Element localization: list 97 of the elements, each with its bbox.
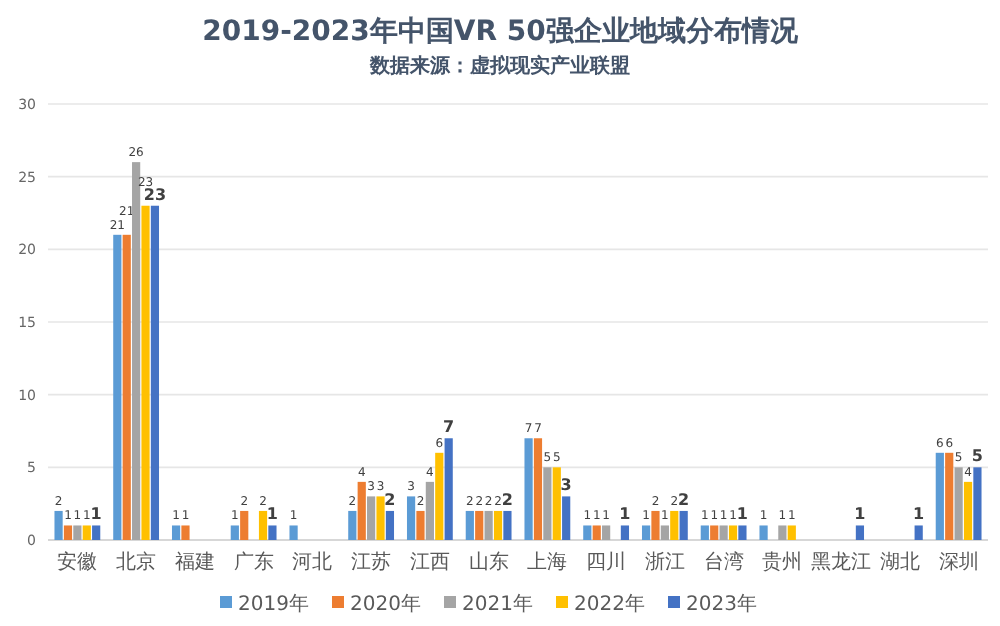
chart-title: 2019-2023年中国VR 50强企业地域分布情况 [202,16,800,48]
bar [150,205,160,540]
bar [679,510,688,540]
data-label: 1 [854,505,867,524]
data-label: 1 [90,505,103,524]
bar [759,525,768,540]
x-tick-label: 贵州 [762,550,803,574]
bar [289,525,298,540]
bar [63,525,73,540]
bar [406,496,416,540]
data-label: 2 [501,490,513,509]
bar [82,525,91,540]
x-tick-label: 江西 [409,550,450,574]
x-tick-label: 福建 [174,550,215,574]
bar [181,525,190,540]
bar [787,525,796,540]
chart-subtitle: 数据来源：虚拟现实产业联盟 [368,54,630,78]
legend-label: 2022年 [574,592,645,616]
bar [171,525,181,540]
bar [435,452,444,540]
x-tick-label: 河北 [292,550,333,574]
data-label: 1 [913,505,926,524]
bar [945,452,954,540]
x-tick-label: 四川 [586,550,627,574]
x-tick-label: 山东 [468,550,509,574]
bar [258,510,268,540]
bar [444,438,453,540]
bar [425,481,434,540]
bar [855,525,865,540]
data-label: 23 [143,185,167,204]
bar [935,452,944,540]
data-label: 3 [560,476,572,495]
x-tick-label: 深圳 [938,550,979,574]
bar [552,467,561,540]
bar [503,510,512,540]
bar [651,510,660,540]
bar [132,162,141,540]
data-label: 7 [443,418,455,437]
x-tick-label: 台湾 [703,550,744,574]
legend-label: 2023年 [686,592,757,616]
x-tick-label: 北京 [116,550,157,574]
bar [583,525,592,540]
data-label: 1 [619,505,632,524]
x-tick-label: 广东 [233,550,274,574]
data-label: 2 [384,490,396,509]
data-label: 1 [736,505,749,524]
bar [240,510,249,540]
bar [973,467,982,540]
bar [914,525,923,540]
data-label: 5 [971,447,984,466]
bar [533,438,543,540]
bar [592,525,601,540]
bar [348,510,357,540]
bar [493,510,503,540]
bar [670,510,679,540]
bar [954,467,963,540]
bar [620,525,630,540]
bar [141,205,150,540]
x-tick-label: 安徽 [57,550,98,574]
bar [700,525,709,540]
bar [416,510,425,540]
bar [367,496,376,540]
bar [543,467,552,540]
bar [268,525,277,540]
bar [778,525,787,540]
bar [54,510,63,540]
bar [524,438,533,540]
bar [385,510,395,540]
x-tick-label: 上海 [527,550,568,574]
legend-label: 2019年 [238,592,309,616]
bar [562,496,571,540]
legend-label: 2020年 [350,592,421,616]
bar [710,525,719,540]
bar [73,525,82,540]
data-label: 2 [678,490,690,509]
bar [465,510,474,540]
x-tick-label: 江苏 [351,550,392,574]
x-tick-label: 黑龙江 [811,550,872,574]
bar [719,525,728,540]
bar [728,525,738,540]
bar [122,234,131,540]
legend-label: 2021年 [462,592,533,616]
x-tick-label: 湖北 [879,550,920,574]
bar [113,234,122,540]
bar [963,481,973,540]
bar [602,525,611,540]
bar [641,525,651,540]
x-tick-label: 浙江 [644,550,685,574]
bar [357,481,366,540]
bar [660,525,669,540]
data-label: 1 [266,505,279,524]
bar [376,496,385,540]
bar [475,510,484,540]
bar [738,525,747,540]
bar [484,510,493,540]
bar [92,525,101,540]
bar [230,525,239,540]
